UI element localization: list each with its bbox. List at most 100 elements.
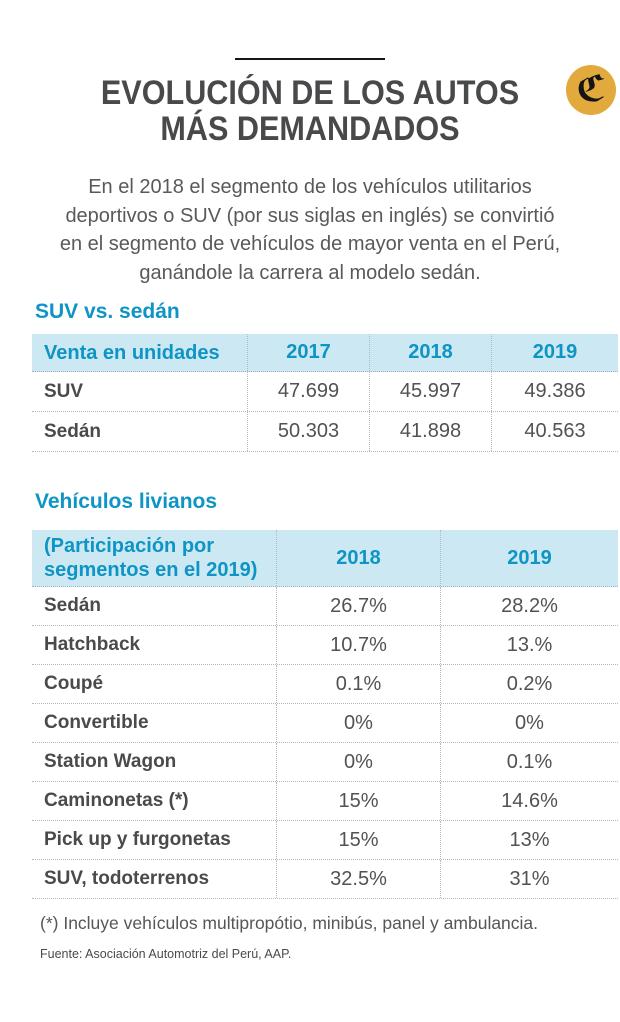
intro-line: En el 2018 el segmento de los vehículos … <box>88 176 532 198</box>
table-cell: Sedán <box>32 412 247 451</box>
cell-text: 15% <box>338 789 379 812</box>
table-cell: 41.898 <box>369 412 491 451</box>
table-cell: 31% <box>440 860 618 898</box>
table-row: Pick up y furgonetas 15% 13% <box>32 821 618 860</box>
table-row: Coupé 0.1% 0.2% <box>32 665 618 704</box>
table-row: Hatchback 10.7% 13.% <box>32 626 618 665</box>
cell-text: 0% <box>344 711 373 734</box>
table-cell: 15% <box>276 821 440 859</box>
table-cell: 0.2% <box>440 665 618 703</box>
table-header-cell: 2019 <box>491 334 618 371</box>
cell-text: Coupé <box>44 673 104 694</box>
table-cell: Hatchback <box>32 626 276 664</box>
suv-sedan-table: Venta en unidades 2017 2018 2019 SUV 47.699 45… <box>32 334 618 452</box>
table-cell: 28.2% <box>440 587 618 625</box>
table-cell: Sedán <box>32 587 276 625</box>
cell-text: 2019 <box>532 341 578 363</box>
cell-text: 0.2% <box>506 672 553 695</box>
table-header-row: Venta en unidades 2017 2018 2019 <box>32 334 618 372</box>
table-cell: 0% <box>276 743 440 781</box>
table-cell: 13% <box>440 821 618 859</box>
cell-text: Venta en unidades <box>44 341 220 364</box>
cell-text: 50.303 <box>277 420 340 442</box>
table-cell: 0.1% <box>440 743 618 781</box>
table-cell: 40.563 <box>491 412 618 451</box>
cell-text: 14.6% <box>501 789 558 812</box>
table-cell: SUV <box>32 372 247 411</box>
cell-text: 49.386 <box>524 380 586 402</box>
cell-text: 13% <box>509 828 550 851</box>
table-cell: 45.997 <box>369 372 491 411</box>
intro-paragraph: En el 2018 el segmento de los vehículos … <box>0 173 620 287</box>
cell-text: Pick up y furgonetas <box>44 829 231 850</box>
table-cell: 10.7% <box>276 626 440 664</box>
cell-text: 47.699 <box>277 380 340 402</box>
table-header-row: (Participación por segmentos en el 2019)… <box>32 530 618 587</box>
table-row: Caminonetas (*) 15% 14.6% <box>32 782 618 821</box>
table-cell: 14.6% <box>440 782 618 820</box>
intro-line: deportivos o SUV (por sus siglas en ingl… <box>65 204 555 227</box>
cell-text: 0.1% <box>335 672 382 695</box>
table-cell: Convertible <box>32 704 276 742</box>
cell-text: 10.7% <box>330 633 387 656</box>
cell-text: 2018 <box>336 546 381 569</box>
source-line: Fuente: Asociación Automotriz del Perú, … <box>40 947 292 961</box>
cell-text: Convertible <box>44 712 149 733</box>
segments-table: (Participación por segmentos en el 2019)… <box>32 530 618 899</box>
footnote: (*) Incluye vehículos multipropótio, min… <box>40 913 539 933</box>
cell-text: 0% <box>344 750 373 773</box>
intro-line: ganándole la carrera al modelo sedán. <box>139 261 481 284</box>
table-cell: 26.7% <box>276 587 440 625</box>
table-row: Sedán 26.7% 28.2% <box>32 587 618 626</box>
section-vehiculos-livianos: Vehículos livianos (Participación por se… <box>0 490 620 899</box>
table-header-cell: Venta en unidades <box>32 334 247 371</box>
table-header-cell: (Participación por segmentos en el 2019) <box>32 530 276 586</box>
cell-text: 2018 <box>408 341 453 363</box>
cell-text: 40.563 <box>524 420 586 442</box>
cell-text: Station Wagon <box>44 751 177 772</box>
table-header-cell: 2017 <box>247 334 369 371</box>
page-title: EVOLUCIÓN DE LOS AUTOS MÁS DEMANDADOS <box>31 75 589 147</box>
table-row: SUV, todoterrenos 32.5% 31% <box>32 860 618 899</box>
cell-text: (Participación por segmentos en el 2019) <box>44 535 258 581</box>
logo-letter-icon: ℭ <box>576 68 606 110</box>
table-header-cell: 2018 <box>276 530 440 586</box>
cell-text: 26.7% <box>330 594 387 617</box>
cell-text: 2019 <box>507 546 552 569</box>
cell-text: Caminonetas (*) <box>44 790 189 811</box>
table-cell: 47.699 <box>247 372 369 411</box>
table-cell: 49.386 <box>491 372 618 411</box>
cell-text: 45.997 <box>399 380 462 402</box>
table-cell: Coupé <box>32 665 276 703</box>
el-comercio-logo: ℭ <box>566 65 616 115</box>
table-header-cell: 2019 <box>440 530 618 586</box>
cell-text: Hatchback <box>44 634 141 655</box>
cell-text: 0.1% <box>506 750 553 773</box>
table-cell: 32.5% <box>276 860 440 898</box>
table-cell: Pick up y furgonetas <box>32 821 276 859</box>
cell-text: SUV <box>44 380 84 402</box>
table-cell: 0% <box>276 704 440 742</box>
cell-text: 28.2% <box>501 594 558 617</box>
cell-text: SUV, todoterrenos <box>44 868 210 889</box>
section-heading-vehiculos-livianos: Vehículos livianos <box>35 490 218 513</box>
table-cell: 50.303 <box>247 412 369 451</box>
table-row: Convertible 0% 0% <box>32 704 618 743</box>
section-heading-suv-vs-sedan: SUV vs. sedán <box>35 300 180 323</box>
cell-text: Sedán <box>44 420 102 442</box>
cell-text: 0% <box>515 711 544 734</box>
cell-text: 32.5% <box>330 867 387 890</box>
cell-text: Sedán <box>44 595 102 616</box>
table-cell: 15% <box>276 782 440 820</box>
title-divider <box>235 58 385 60</box>
cell-text: 15% <box>338 828 379 851</box>
intro-line: en el segmento de vehículos de mayor ven… <box>59 233 561 255</box>
cell-text: 13.% <box>506 633 553 656</box>
table-cell: 13.% <box>440 626 618 664</box>
table-cell: Caminonetas (*) <box>32 782 276 820</box>
table-cell: 0.1% <box>276 665 440 703</box>
cell-text: 31% <box>509 867 550 890</box>
cell-text: 41.898 <box>399 420 462 442</box>
table-cell: Station Wagon <box>32 743 276 781</box>
table-row: Sedán 50.303 41.898 40.563 <box>32 412 618 452</box>
